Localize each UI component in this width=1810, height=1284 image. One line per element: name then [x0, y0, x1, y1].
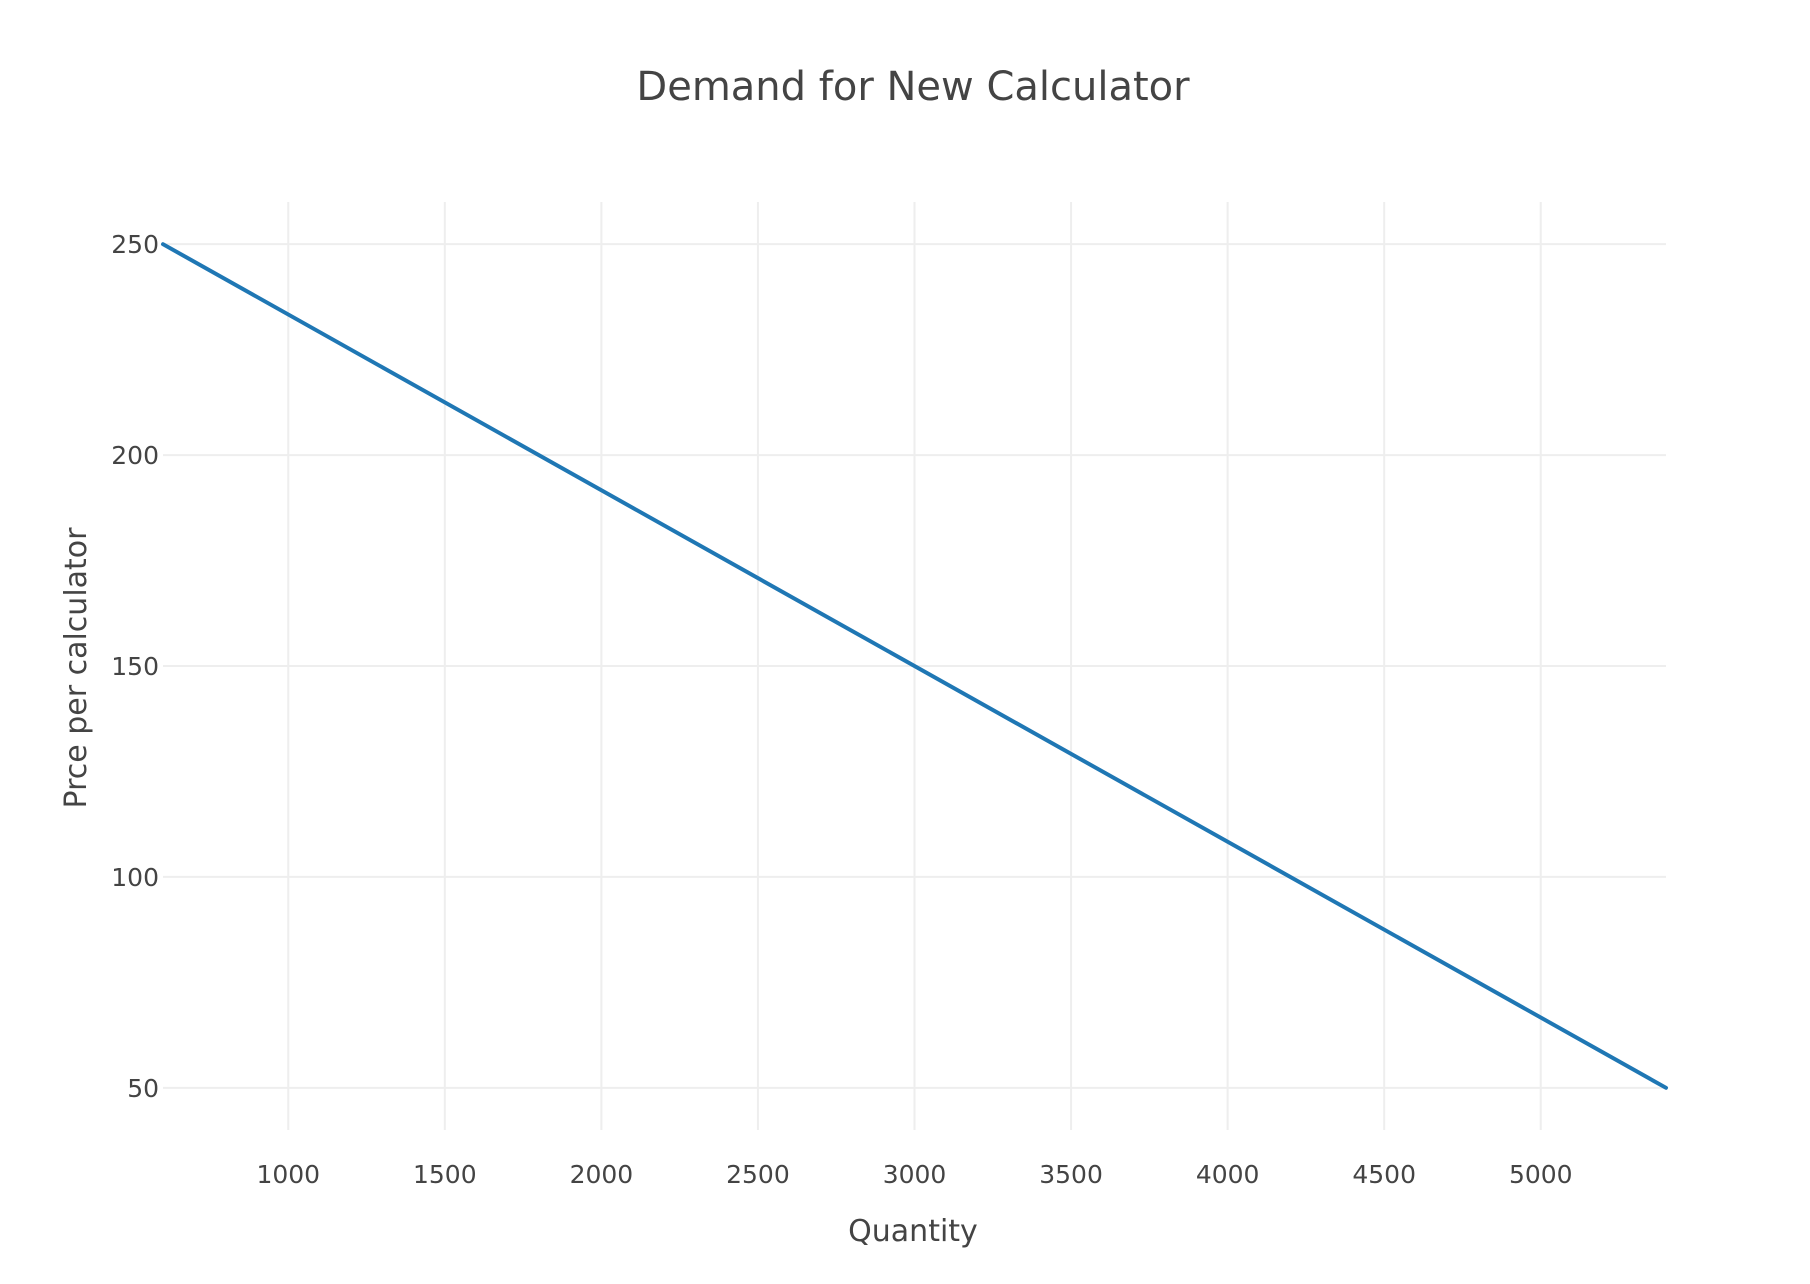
x-tick-label: 1500 — [413, 1160, 477, 1189]
x-tick-label: 1000 — [256, 1160, 320, 1189]
x-axis-title: Quantity — [848, 1214, 978, 1249]
y-tick-label: 200 — [111, 441, 159, 470]
y-tick-label: 50 — [127, 1074, 159, 1103]
y-tick-label: 150 — [111, 652, 159, 681]
x-tick-label: 2000 — [570, 1160, 634, 1189]
x-tick-label: 3000 — [883, 1160, 947, 1189]
demand-line — [161, 242, 1668, 1090]
x-tick-label: 5000 — [1509, 1160, 1573, 1189]
series-layer — [161, 242, 1668, 1090]
tick-layer: 1000 1500 2000 2500 3000 3500 4000 4500 5000 50 10… — [111, 230, 1572, 1189]
y-tick-label: 100 — [111, 863, 159, 892]
x-tick-label: 4000 — [1196, 1160, 1260, 1189]
x-tick-label: 4500 — [1352, 1160, 1416, 1189]
y-axis-title: Prce per calculator — [59, 527, 94, 809]
grid-layer — [163, 202, 1666, 1130]
y-tick-label: 250 — [111, 230, 159, 259]
x-tick-label: 2500 — [726, 1160, 790, 1189]
x-tick-label: 3500 — [1039, 1160, 1103, 1189]
chart-title: Demand for New Calculator — [636, 64, 1190, 110]
